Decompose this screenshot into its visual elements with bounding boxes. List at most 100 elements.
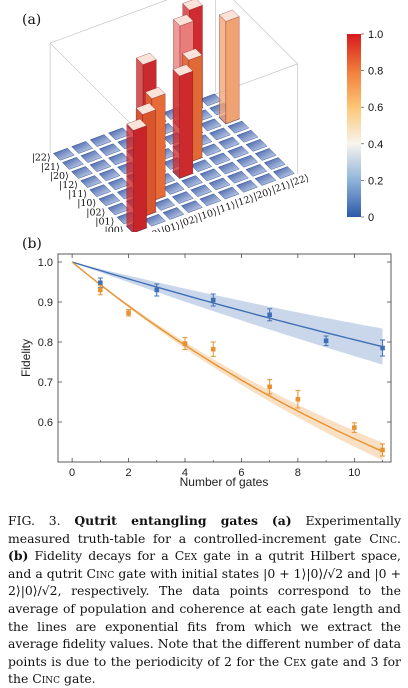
floor-tile — [236, 154, 259, 168]
row-label: |00⟩ — [105, 225, 124, 232]
floor-tile — [218, 136, 240, 150]
caption-gate-cinc: Cinc — [86, 565, 115, 581]
row-label: |02⟩ — [86, 207, 105, 218]
column-label: |01⟩ — [160, 220, 181, 232]
floor-tile — [217, 186, 240, 200]
caption-gate-cex: Cex — [174, 548, 198, 564]
fit-line — [71, 261, 383, 453]
colorbar-ticks: 1.0 0.8 0.6 0.4 0.2 0 — [361, 29, 383, 224]
row-label: |01⟩ — [95, 216, 114, 227]
floor-tile — [227, 120, 250, 134]
caption-a-text: Experimentally measured truth-table for … — [8, 513, 401, 546]
floor-tile — [209, 127, 231, 141]
floor-tile — [98, 193, 121, 207]
floor-tile — [98, 143, 121, 157]
floor-tile — [254, 148, 277, 161]
x-tick-label: 2 — [125, 467, 131, 479]
row-label: |20⟩ — [50, 171, 69, 182]
y-axis-label: Fidelity — [19, 339, 33, 377]
y-tick-label: 0.9 — [38, 297, 53, 309]
data-point — [380, 443, 386, 457]
data-point — [210, 293, 216, 307]
column-label: |10⟩ — [197, 207, 218, 223]
floor-tile — [199, 193, 222, 207]
floor-tile — [227, 145, 249, 159]
figure-caption: FIG. 3. Qutrit entangling gates (a) Expe… — [8, 513, 401, 687]
row-label: |22⟩ — [32, 153, 51, 164]
caption-gate-cinc: Cinc — [369, 530, 398, 546]
floor-tile — [153, 198, 176, 211]
data-point — [267, 308, 273, 322]
fit-confidence-band — [72, 262, 383, 461]
y-tick-label: 0.6 — [38, 417, 53, 429]
caption-b-text: gate. — [64, 671, 96, 687]
floor-tile — [227, 170, 249, 184]
truth-table-3d-bar-plot: |00⟩|01⟩|02⟩|10⟩|11⟩|12⟩|20⟩|21⟩|22⟩ |00… — [32, 0, 383, 232]
floor-tile — [236, 179, 258, 193]
column-label: |22⟩ — [289, 173, 310, 189]
panel-a-label: (a) — [22, 12, 42, 28]
panel-b-label: (b) — [22, 236, 42, 252]
data-point — [323, 335, 329, 347]
colorbar-tick-label: 0.4 — [368, 139, 383, 151]
x-tick-label: 8 — [295, 467, 301, 479]
floor-tile — [236, 129, 259, 143]
colorbar-tick-label: 0.8 — [368, 66, 383, 78]
column-label: |00⟩ — [142, 227, 163, 232]
floor-tile — [200, 118, 222, 132]
floor-tile — [162, 207, 185, 220]
x-tick-label: 4 — [182, 467, 188, 479]
floor-tile — [218, 161, 240, 175]
data-point — [126, 309, 132, 317]
column-label: |21⟩ — [271, 180, 292, 196]
fit-line — [71, 261, 383, 348]
floor-tile — [144, 213, 166, 227]
caption-b-text: gate and 3 for the — [8, 653, 401, 687]
data-point — [267, 379, 273, 395]
floor-tile — [89, 134, 112, 147]
floor-tile — [108, 152, 130, 166]
caption-gate-cex: Cex — [283, 653, 307, 669]
caption-b-text: gate in a qutrit Hilbert space, and a qu… — [8, 548, 401, 581]
x-axis-label: Number of gates — [180, 475, 269, 489]
floor-tile — [71, 166, 93, 179]
fit-confidence-band — [72, 262, 383, 365]
caption-fig-label: FIG. 3. — [8, 513, 61, 528]
floor-tile — [80, 175, 102, 188]
caption-b-text: gate with initial states |0 + 1⟩|0⟩/√2 a… — [8, 565, 401, 669]
colorbar-tick-label: 0.2 — [368, 175, 383, 187]
caption-b-label: (b) — [8, 548, 29, 564]
x-tick-label: 10 — [348, 467, 360, 479]
plot-frame — [57, 253, 392, 463]
data-point — [295, 389, 301, 409]
floor-tile — [199, 168, 222, 182]
floor-tile — [208, 152, 231, 166]
floor-tile — [208, 177, 231, 191]
colorbar-tick-label: 0.6 — [368, 102, 383, 114]
floor-tile — [181, 175, 203, 188]
truth-table-bar — [172, 64, 194, 179]
column-label: |12⟩ — [234, 193, 255, 209]
floor-tile — [107, 177, 130, 191]
floor-tile — [162, 182, 185, 195]
floor-tile — [199, 143, 222, 157]
floor-tile — [245, 164, 268, 177]
floor-tile — [80, 150, 103, 163]
floor-tile — [190, 159, 213, 173]
x-tick-label: 0 — [69, 467, 75, 479]
x-tick-label: 6 — [238, 467, 244, 479]
colorbar-tick-label: 1.0 — [368, 29, 383, 41]
fidelity-decay-chart: 0 2 4 6 8 10 0.60.70.80.91.0 Number of gates … — [19, 253, 392, 489]
caption-gate-cinc: Cinc — [32, 671, 61, 687]
floor-tile — [89, 184, 112, 197]
caption-title: Qutrit entangling gates — [74, 513, 258, 528]
y-tick-label: 1.0 — [38, 257, 53, 269]
row-labels: |00⟩|01⟩|02⟩|10⟩|11⟩|12⟩|20⟩|21⟩|22⟩ — [32, 153, 124, 232]
floor-tile — [273, 166, 295, 179]
floor-tile — [53, 147, 75, 161]
truth-table-bar — [219, 9, 240, 125]
y-tick-label: 0.7 — [38, 377, 53, 389]
column-label: |11⟩ — [215, 200, 236, 216]
floor-tile — [263, 157, 286, 170]
floor-tile — [107, 202, 130, 216]
